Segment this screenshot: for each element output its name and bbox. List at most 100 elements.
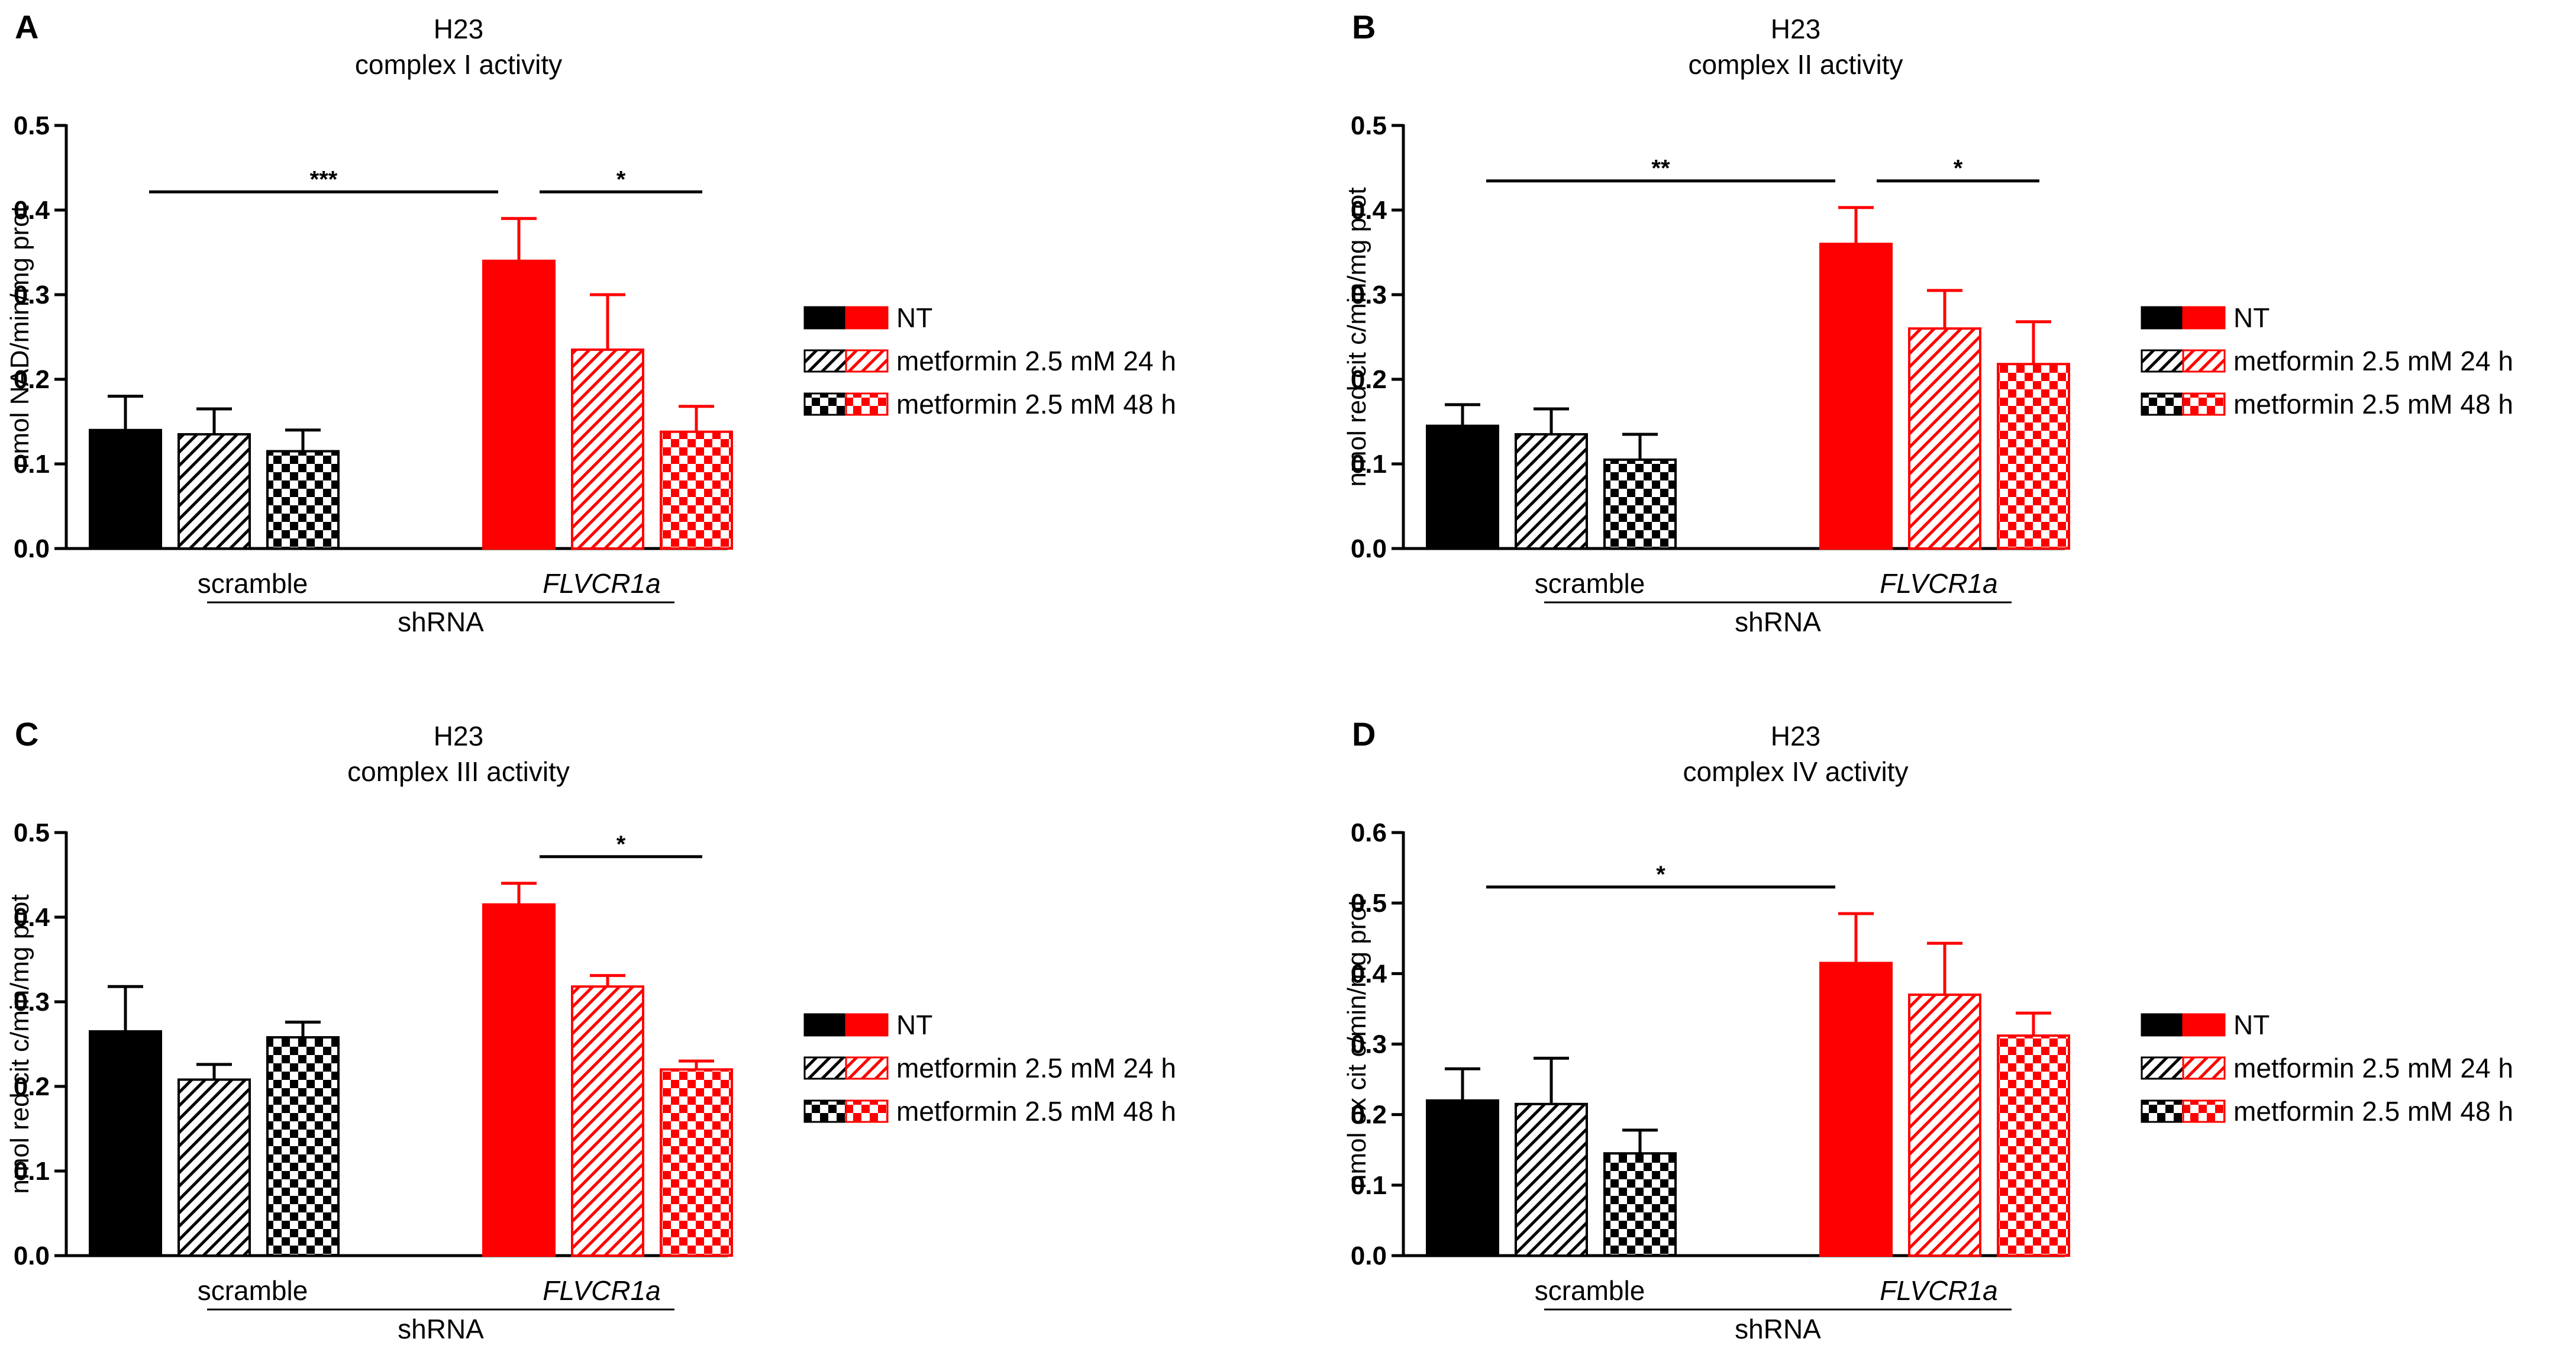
bar-flvcr1a-0 [482, 259, 556, 550]
legend-swatch-flvcr1a [845, 1056, 889, 1080]
legend-swatch-scramble [803, 392, 847, 416]
chart-subtitle: complex I activity [355, 49, 562, 80]
bar-flvcr1a-2 [660, 430, 733, 550]
bar-flvcr1a-0 [482, 903, 556, 1257]
legend-swatch-flvcr1a [845, 392, 889, 416]
legend-label: metformin 2.5 mM 24 h [896, 1053, 1176, 1083]
panel-label: D [1352, 715, 1376, 753]
category-label: scramble [1535, 1275, 1645, 1306]
bar-flvcr1a-1 [571, 348, 644, 550]
legend-swatch-flvcr1a [2182, 1056, 2226, 1080]
legend-label: metformin 2.5 mM 48 h [896, 389, 1176, 420]
bar-scramble-1 [1515, 433, 1588, 550]
bar-flvcr1a-1 [1908, 327, 1981, 550]
chart-subtitle: complex III activity [347, 756, 570, 787]
panel-label: C [15, 715, 38, 753]
panel-label: B [1352, 8, 1376, 46]
y-tick-label: 0.1 [14, 450, 50, 479]
y-tick-label: 0.2 [14, 1072, 50, 1101]
bar-scramble-0 [1426, 1099, 1499, 1257]
bar-scramble-1 [1515, 1102, 1588, 1257]
y-axis-label: nmol red cit c/min/mg prot [1342, 187, 1371, 486]
bar-scramble-0 [1426, 424, 1499, 550]
legend-label: NT [896, 302, 932, 333]
legend-swatch-scramble [2141, 392, 2184, 416]
y-tick-label: 0.5 [14, 111, 50, 140]
legend-label: NT [2233, 302, 2270, 333]
chart-title: H23 [434, 721, 483, 751]
legend-swatch-flvcr1a [2182, 1013, 2226, 1037]
category-label: scramble [1535, 568, 1645, 599]
chart-title: H23 [1771, 721, 1820, 751]
significance-label: * [616, 166, 626, 192]
y-tick-label: 0.5 [1351, 111, 1387, 140]
x-axis-label: shRNA [1735, 607, 1821, 637]
y-tick-label: 0.5 [1351, 889, 1387, 918]
x-axis-label: shRNA [398, 1314, 484, 1344]
legend-label: metformin 2.5 mM 48 h [2233, 389, 2513, 420]
y-tick-label: 0.4 [14, 196, 50, 225]
legend-label: metformin 2.5 mM 48 h [2233, 1096, 2513, 1127]
y-tick-label: 0.0 [1351, 534, 1387, 563]
bar-scramble-2 [266, 1036, 340, 1257]
bar-scramble-1 [177, 1078, 251, 1257]
significance-label: * [1656, 862, 1665, 888]
bar-scramble-2 [1603, 458, 1677, 550]
legend-swatch-scramble [803, 1013, 847, 1037]
legend-swatch-scramble [803, 1099, 847, 1123]
bar-flvcr1a-2 [1997, 363, 2070, 550]
chart-subtitle: complex IV activity [1683, 756, 1909, 787]
bar-scramble-1 [177, 433, 251, 550]
legend-label: NT [2233, 1009, 2270, 1040]
y-tick-label: 0.6 [1351, 818, 1387, 847]
panel-D: D H23 complex IV activity 0.0 0.1 0.2 0.3 0.4 0.… [1342, 715, 2513, 1344]
significance-label: * [616, 831, 626, 857]
category-label: FLVCR1a [543, 1275, 660, 1306]
significance-label: * [1954, 156, 1963, 182]
legend-label: metformin 2.5 mM 24 h [2233, 346, 2513, 376]
y-tick-label: 0.5 [14, 818, 50, 847]
legend-swatch-scramble [2141, 1099, 2184, 1123]
bar-scramble-2 [1603, 1152, 1677, 1257]
legend-swatch-flvcr1a [2182, 1099, 2226, 1123]
bar-scramble-0 [89, 1030, 162, 1257]
category-label: FLVCR1a [1880, 568, 1997, 599]
legend-label: metformin 2.5 mM 48 h [896, 1096, 1176, 1127]
y-tick-label: 0.0 [14, 1241, 50, 1270]
legend-swatch-scramble [2141, 1056, 2184, 1080]
panel-A: A H23 complex I activity 0.0 0.1 0.2 0.3 0.4 0.5… [5, 8, 1176, 637]
legend-swatch-flvcr1a [845, 306, 889, 330]
panel-C: C H23 complex III activity 0.0 0.1 0.2 0.3 0.4 0… [5, 715, 1176, 1344]
x-axis-label: shRNA [1735, 1314, 1821, 1344]
y-tick-label: 0.2 [1351, 365, 1387, 394]
legend-swatch-scramble [2141, 349, 2184, 373]
bar-flvcr1a-0 [1819, 243, 1893, 550]
bar-flvcr1a-0 [1819, 962, 1893, 1257]
y-tick-label: 0.1 [1351, 450, 1387, 479]
category-label: scramble [198, 1275, 308, 1306]
y-tick-label: 0.1 [1351, 1171, 1387, 1200]
legend-swatch-scramble [803, 1056, 847, 1080]
bar-flvcr1a-1 [1908, 993, 1981, 1257]
legend-label: metformin 2.5 mM 24 h [896, 346, 1176, 376]
y-tick-label: 0.3 [14, 280, 50, 309]
chart-title: H23 [1771, 14, 1820, 44]
y-tick-label: 0.4 [14, 903, 50, 932]
y-tick-label: 0.3 [14, 988, 50, 1017]
legend-swatch-flvcr1a [2182, 349, 2226, 373]
legend-swatch-flvcr1a [845, 1099, 889, 1123]
significance-label: ** [1651, 156, 1670, 182]
y-tick-label: 0.0 [14, 534, 50, 563]
y-axis-label: nmol NAD/min/mg prot [5, 205, 34, 469]
category-label: scramble [198, 568, 308, 599]
category-label: FLVCR1a [1880, 1275, 1997, 1306]
bar-scramble-0 [89, 428, 162, 550]
y-axis-label: nmol ox cit c/min/mg prot [1342, 899, 1371, 1189]
y-tick-label: 0.2 [1351, 1101, 1387, 1130]
y-tick-label: 0.3 [1351, 1030, 1387, 1059]
chart-title: H23 [434, 14, 483, 44]
legend-swatch-scramble [2141, 1013, 2184, 1037]
legend-swatch-flvcr1a [2182, 306, 2226, 330]
legend-swatch-scramble [2141, 306, 2184, 330]
